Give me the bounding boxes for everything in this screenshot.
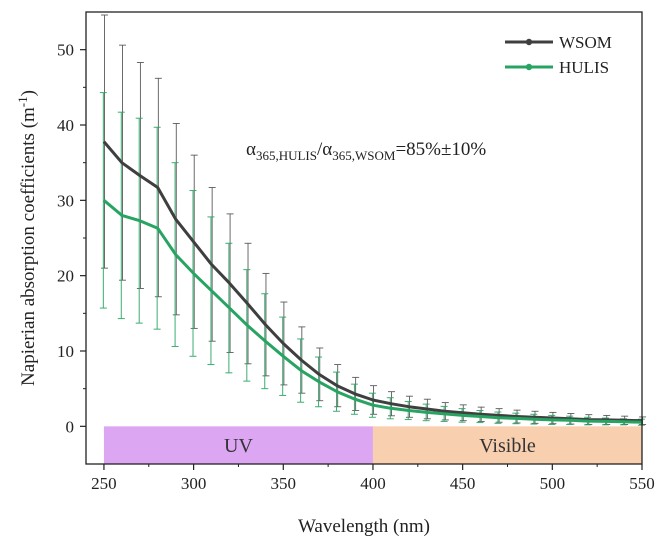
wsom-line [102, 140, 643, 423]
annotation-sub-1: 365,HULIS [256, 148, 317, 163]
wavelength-regions: UV Visible [103, 426, 642, 464]
y-ticks: 0 10 20 30 40 50 [57, 41, 86, 436]
y-tick-label: 50 [57, 41, 74, 60]
annotation-sub-2: 365,WSOM [332, 148, 396, 163]
region-label-uv: UV [224, 435, 253, 457]
region-label-visible: Visible [479, 435, 536, 457]
y-tick-label: 30 [57, 191, 74, 210]
annotation-alpha-2: α [322, 139, 332, 160]
x-tick-label: 500 [540, 474, 566, 493]
y-axis-title-main: Napierian absorption coefficients (m [18, 107, 39, 386]
y-tick-label: 20 [57, 267, 74, 286]
legend: WSOM HULIS [505, 33, 612, 77]
x-tick-label: 250 [91, 474, 117, 493]
annotation-value: =85%±10% [395, 139, 486, 160]
y-tick-label: 40 [57, 116, 74, 135]
annotation-slash: / [317, 139, 323, 160]
y-tick-label: 0 [66, 417, 75, 436]
x-ticks: 250 300 350 400 450 500 550 [91, 464, 655, 493]
y-axis-title-sup: -1 [15, 96, 30, 107]
y-tick-label: 10 [57, 342, 74, 361]
hulis-errorbar [99, 92, 107, 309]
y-axis-title: Napierian absorption coefficients (m-1) [15, 90, 39, 386]
hulis-legend-marker [525, 63, 533, 71]
x-tick-label: 350 [271, 474, 297, 493]
x-axis-title: Wavelength (nm) [298, 516, 430, 537]
hulis-line [102, 199, 643, 424]
series-lines [102, 140, 643, 424]
ratio-annotation: α365,HULIS/α365,WSOM=85%±10% [246, 139, 486, 163]
y-axis-title-close: ) [18, 90, 39, 96]
x-tick-label: 550 [629, 474, 655, 493]
hulis-legend-label: HULIS [559, 58, 609, 77]
x-tick-label: 450 [450, 474, 476, 493]
x-tick-label: 400 [360, 474, 386, 493]
annotation-alpha-1: α [246, 139, 256, 160]
wsom-legend-label: WSOM [559, 33, 612, 52]
region-visible [372, 426, 642, 464]
x-tick-label: 300 [181, 474, 207, 493]
wsom-legend-marker [525, 38, 533, 46]
region-uv [103, 426, 373, 464]
